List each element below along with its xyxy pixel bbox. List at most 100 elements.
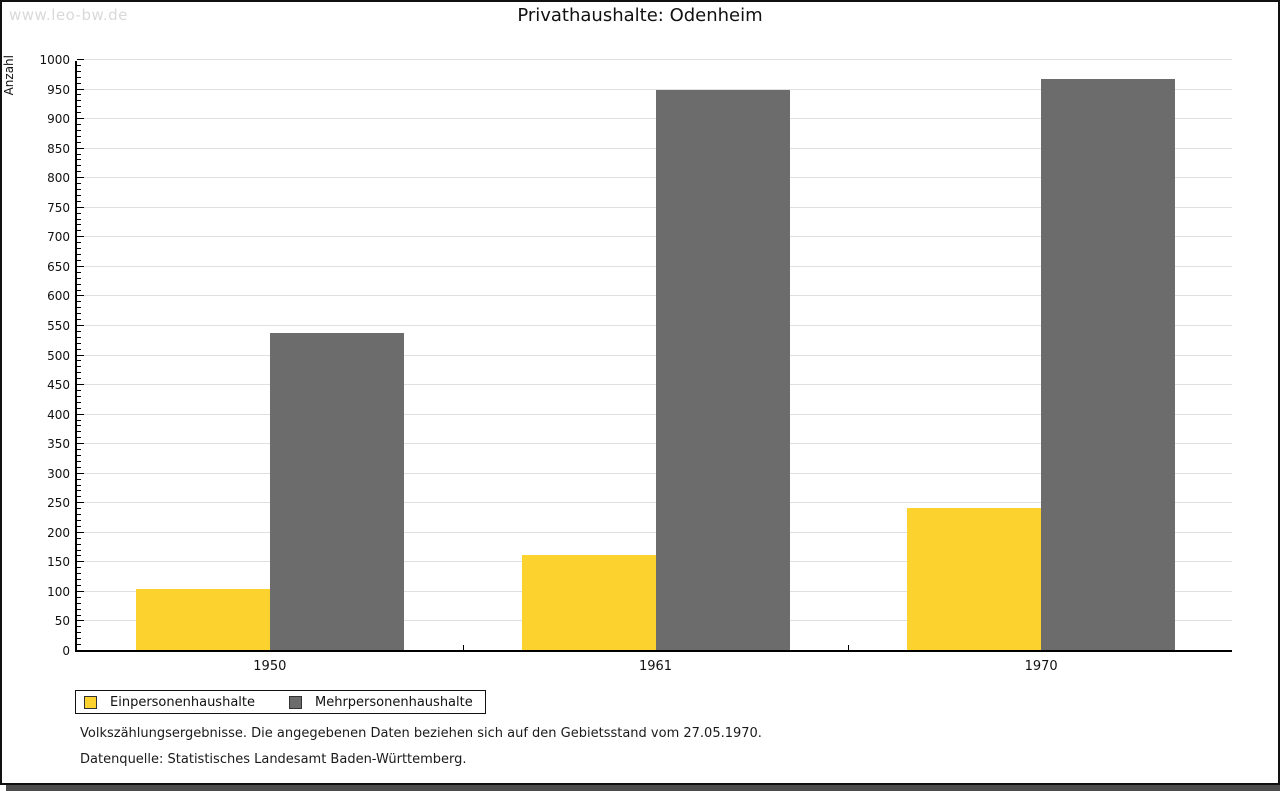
gridline [77,531,1232,533]
legend-swatch-einpersonenhaushalte [84,695,97,709]
y-minor-tick [77,449,81,451]
y-tick-label: 550 [47,318,70,333]
bar-einpersonenhaushalte-1950 [135,588,270,650]
x-boundary-tick [848,645,850,650]
plot-area: 1950 1961 1970 [75,59,1232,674]
footnote-data-source: Datenquelle: Statistisches Landesamt Bad… [80,752,467,767]
y-minor-tick [77,395,81,397]
y-minor-tick [77,165,81,167]
y-minor-tick [77,360,81,362]
bar-einpersonenhaushalte-1970 [907,508,1042,650]
y-minor-tick [77,484,81,486]
y-minor-tick [77,82,81,84]
watermark: www.leo-bw.de [9,6,128,24]
window-bottom-edge [6,785,1280,791]
legend-label: Mehrpersonenhaushalte [315,694,473,710]
bar-mehrpersonenhaushalte-1950 [269,332,404,650]
y-minor-tick [77,543,81,545]
y-minor-tick [77,259,81,261]
y-tick-label: 100 [47,584,70,599]
y-tick-label: 250 [47,496,70,511]
y-minor-tick [77,171,81,173]
y-major-tick [77,324,84,326]
y-minor-tick [77,200,81,202]
y-minor-tick [77,579,81,581]
y-minor-tick [77,106,81,108]
y-minor-tick [77,129,81,131]
y-minor-tick [77,307,81,309]
y-minor-tick [77,372,81,374]
y-minor-tick [77,342,81,344]
bar-mehrpersonenhaushalte-1970 [1041,78,1176,650]
y-minor-tick [77,431,81,433]
y-major-tick [77,620,84,622]
y-tick-label: 950 [47,82,70,97]
y-minor-tick [77,212,81,214]
y-minor-tick [77,555,81,557]
y-tick-label: 650 [47,259,70,274]
y-major-tick [77,295,84,297]
y-minor-tick [77,76,81,78]
y-tick-label: 50 [54,614,70,629]
x-boundary-tick [462,645,464,650]
y-minor-tick [77,277,81,279]
legend: Einpersonenhaushalte Mehrpersonenhaushal… [75,690,486,714]
x-tick-label: 1950 [253,659,287,674]
y-minor-tick [77,490,81,492]
x-tick-label: 1961 [638,659,673,674]
y-minor-tick [77,549,81,551]
y-minor-tick [77,224,81,226]
y-major-tick [77,59,84,60]
y-tick-label: 900 [47,112,70,127]
gridline [77,265,1232,267]
y-minor-tick [77,313,81,315]
y-tick-label: 600 [47,289,70,304]
gridline [77,472,1232,474]
y-minor-tick [77,437,81,439]
gridline [77,88,1232,90]
y-minor-tick [77,248,81,250]
gridline [77,443,1232,445]
y-tick-label: 450 [47,378,70,393]
legend-entry-mehrpersonenhaushalte: Mehrpersonenhaushalte [289,695,473,710]
y-major-tick [77,265,84,267]
y-minor-tick [77,230,81,232]
y-minor-tick [77,70,81,72]
y-tick-label: 0 [62,644,70,658]
gridline [77,206,1232,208]
y-minor-tick [77,254,81,256]
y-major-tick [77,502,84,504]
y-minor-tick [77,407,81,409]
y-minor-tick [77,525,81,527]
gridline [77,384,1232,386]
y-minor-tick [77,519,81,521]
y-minor-tick [77,508,81,510]
y-major-tick [77,177,84,179]
y-tick-label: 350 [47,437,70,452]
y-minor-tick [77,242,81,244]
gridline [77,354,1232,356]
y-minor-tick [77,573,81,575]
y-minor-tick [77,336,81,338]
gridline [77,177,1232,179]
y-minor-tick [77,514,81,516]
y-tick-label: 850 [47,141,70,156]
y-minor-tick [77,189,81,191]
chart-title: Privathaushalte: Odenheim [517,5,763,26]
y-minor-tick [77,159,81,161]
gridline [77,118,1232,120]
y-axis-label: Anzahl [2,55,16,96]
y-minor-tick [77,348,81,350]
gridline [77,59,1232,60]
y-minor-tick [77,153,81,155]
y-minor-tick [77,378,81,380]
y-tick-label: 800 [47,171,70,186]
gridline [77,413,1232,415]
y-tick-label: 750 [47,200,70,215]
y-minor-tick [77,124,81,126]
y-minor-tick [77,419,81,421]
y-minor-tick [77,596,81,598]
y-major-tick [77,472,84,474]
y-tick-label: 500 [47,348,70,363]
